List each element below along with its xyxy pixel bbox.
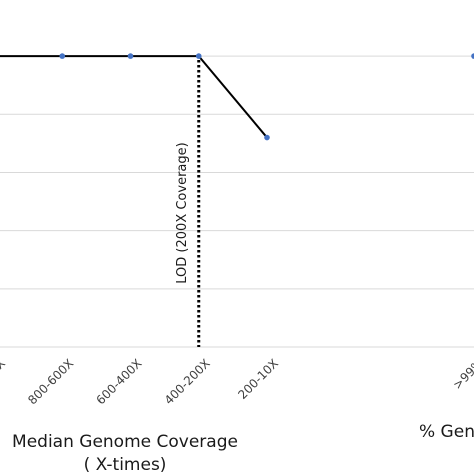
x-tick-label: 200-10X [235,356,281,402]
data-point-4 [195,53,202,59]
x-tick-label: 400-200X [162,356,213,407]
gridlines [0,55,474,348]
data-point-2-1 [471,53,474,59]
series-path [0,55,268,139]
x-axis-title-2: % Gen [419,422,474,442]
x-tick-label: 1000-800X [0,356,8,413]
lod-annotation: LOD (200X Coverage) [175,142,190,283]
data-point-3 [127,53,134,59]
series-line [0,53,474,141]
x-axis-subtitle: ( X-times) [84,455,167,474]
x-axis-title: Median Genome Coverage [12,432,238,452]
data-point-5 [264,134,270,141]
data-point-2 [59,53,66,59]
x-tick-label-2: >99% [450,356,474,392]
x-tick-label: 600-400X [93,356,144,407]
x-tick-label: 800-600X [25,356,76,407]
x-tick-labels: 1000-800X 800-600X 600-400X 400-200X 200-10X… [0,356,474,413]
